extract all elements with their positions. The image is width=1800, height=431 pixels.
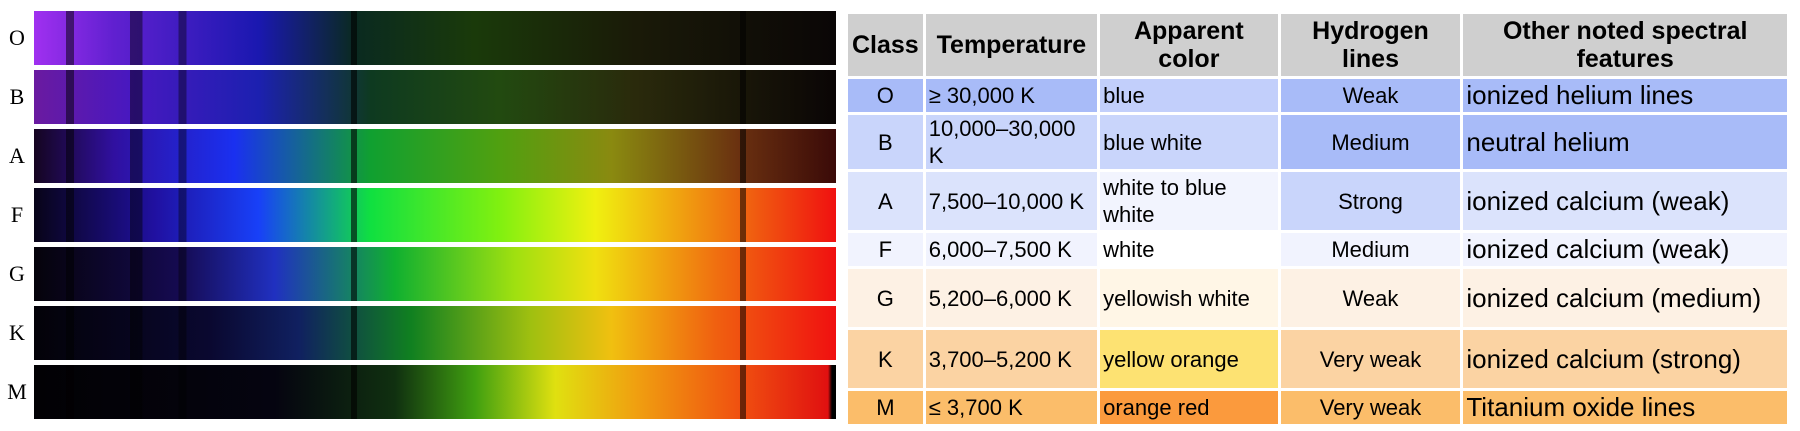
table-cell: B bbox=[848, 115, 923, 169]
absorption-lines bbox=[34, 70, 836, 124]
table-cell: Titanium oxide lines bbox=[1463, 391, 1787, 424]
spectrum-strip bbox=[34, 70, 836, 124]
absorption-lines bbox=[34, 129, 836, 183]
column-header: Temperature bbox=[925, 14, 1098, 76]
table-cell: ionized calcium (weak) bbox=[1463, 233, 1787, 266]
header-row: Class Temperature Apparent color Hydrogen l… bbox=[848, 14, 1787, 76]
table-cell: Medium bbox=[1280, 115, 1461, 169]
spectrum-strip bbox=[34, 365, 836, 419]
table-cell: blue bbox=[1100, 79, 1278, 112]
column-header: Apparent color bbox=[1100, 14, 1278, 76]
spectrum-strip bbox=[34, 188, 836, 242]
column-header: Other noted spectral features bbox=[1463, 14, 1787, 76]
absorption-lines bbox=[34, 365, 836, 419]
table-cell: Weak bbox=[1280, 269, 1461, 327]
table-cell: blue white bbox=[1100, 115, 1278, 169]
absorption-lines bbox=[34, 188, 836, 242]
spectrum-strip bbox=[34, 129, 836, 183]
table-cell: neutral helium bbox=[1463, 115, 1787, 169]
column-header: Class bbox=[848, 14, 923, 76]
table-cell: Strong bbox=[1280, 172, 1461, 230]
table-cell: ionized calcium (medium) bbox=[1463, 269, 1787, 327]
table-cell: Weak bbox=[1280, 79, 1461, 112]
spectrum-label: G bbox=[9, 261, 25, 286]
table-cell: yellow orange bbox=[1100, 330, 1278, 388]
spectrum-label: B bbox=[9, 84, 25, 109]
table-cell: 10,000–30,000 K bbox=[925, 115, 1098, 169]
table-cell: ≥ 30,000 K bbox=[925, 79, 1098, 112]
table-cell: ionized calcium (strong) bbox=[1463, 330, 1787, 388]
table-cell: O bbox=[848, 79, 923, 112]
absorption-lines bbox=[34, 11, 836, 65]
table-cell: 3,700–5,200 K bbox=[925, 330, 1098, 388]
table-cell: 7,500–10,000 K bbox=[925, 172, 1098, 230]
table-cell: 5,200–6,000 K bbox=[925, 269, 1098, 327]
table-cell: ionized helium lines bbox=[1463, 79, 1787, 112]
table-cell: A bbox=[848, 172, 923, 230]
table-cell: ≤ 3,700 K bbox=[925, 391, 1098, 424]
spectrum-strip bbox=[34, 306, 836, 360]
table-cell: G bbox=[848, 269, 923, 327]
table-cell: F bbox=[848, 233, 923, 266]
table-cell: Medium bbox=[1280, 233, 1461, 266]
spectrum-strip bbox=[34, 247, 836, 301]
spectral-class-table: Class Temperature Apparent color Hydrogen l… bbox=[845, 11, 1790, 427]
spectrum-label: O bbox=[9, 25, 25, 50]
table-cell: Very weak bbox=[1280, 391, 1461, 424]
spectrum-label: K bbox=[9, 320, 25, 345]
table-cell: M bbox=[848, 391, 923, 424]
column-header: Hydrogen lines bbox=[1280, 14, 1461, 76]
table-cell: K bbox=[848, 330, 923, 388]
spectrum-label: M bbox=[7, 379, 27, 404]
spectrum-label: A bbox=[9, 143, 25, 168]
table-cell: white bbox=[1100, 233, 1278, 266]
table-cell: orange red bbox=[1100, 391, 1278, 424]
absorption-lines bbox=[34, 247, 836, 301]
table-cell: white to blue white bbox=[1100, 172, 1278, 230]
table-cell: Very weak bbox=[1280, 330, 1461, 388]
spectrum-label: F bbox=[10, 202, 24, 227]
table-cell: 6,000–7,500 K bbox=[925, 233, 1098, 266]
absorption-lines bbox=[34, 306, 836, 360]
table-cell: ionized calcium (weak) bbox=[1463, 172, 1787, 230]
table-cell: yellowish white bbox=[1100, 269, 1278, 327]
spectrum-strip bbox=[34, 11, 836, 65]
